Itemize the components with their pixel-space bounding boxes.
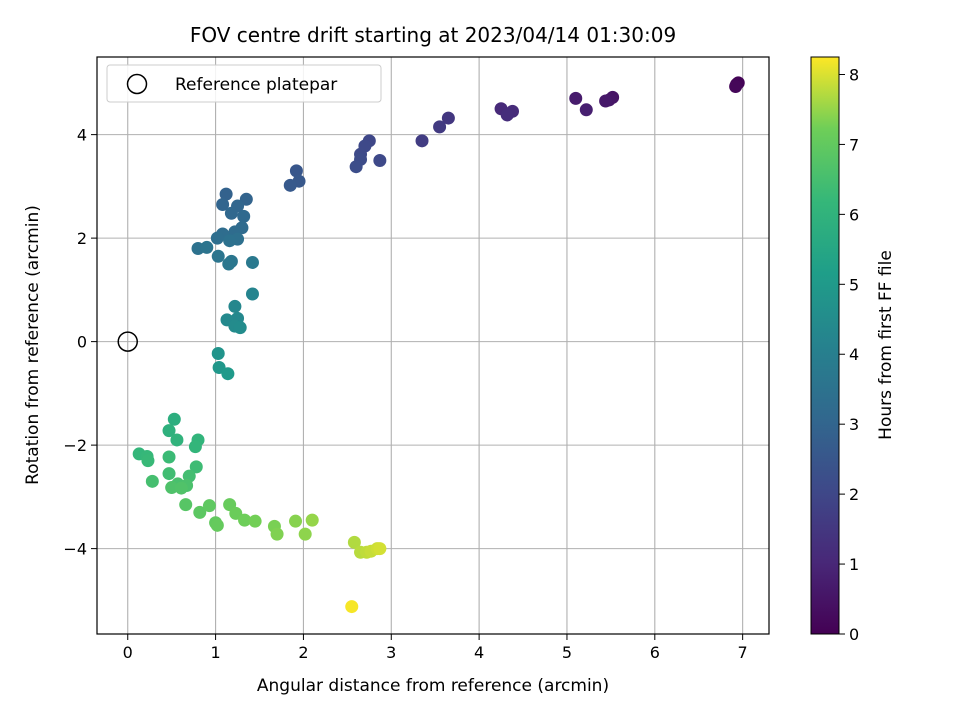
data-point — [415, 134, 429, 148]
data-point — [229, 506, 243, 520]
colorbar-tick-label: 4 — [849, 345, 859, 364]
colorbar-tick-label: 1 — [849, 555, 859, 574]
data-point — [248, 514, 262, 528]
y-tick-label: 4 — [77, 126, 87, 145]
colorbar-tick-label: 3 — [849, 415, 859, 434]
data-point — [216, 197, 230, 211]
colorbar-ticks: 0 1 2 3 4 5 6 7 8 — [839, 65, 859, 644]
x-tick-label: 4 — [474, 643, 484, 662]
data-point — [579, 103, 593, 117]
data-point — [219, 187, 233, 201]
colorbar-tick-label: 2 — [849, 485, 859, 504]
colorbar-tick-label: 6 — [849, 205, 859, 224]
y-tick-label: 0 — [77, 333, 87, 352]
data-point — [165, 481, 179, 495]
data-point — [223, 234, 237, 248]
data-point — [289, 514, 303, 528]
data-point — [211, 347, 225, 361]
data-point — [238, 513, 252, 527]
x-tick-label: 0 — [123, 643, 133, 662]
y-axis-label: Rotation from reference (arcmin) — [23, 205, 43, 485]
colorbar-tick-label: 7 — [849, 135, 859, 154]
x-axis-label: Angular distance from reference (arcmin) — [257, 676, 609, 696]
data-point — [222, 257, 236, 271]
data-point — [289, 164, 303, 178]
data-point — [170, 433, 184, 447]
colorbar-tick-label: 5 — [849, 275, 859, 294]
data-point — [349, 160, 363, 174]
y-tick-label: −2 — [63, 436, 87, 455]
data-point — [224, 206, 238, 220]
colorbar-tick-label: 8 — [849, 65, 859, 84]
data-point — [221, 367, 235, 381]
data-points — [117, 76, 745, 614]
data-point — [202, 499, 216, 513]
colorbar: 0 1 2 3 4 5 6 7 8 Hours from first FF file — [810, 56, 896, 644]
reference-platepar-marker — [117, 331, 138, 352]
data-point — [179, 498, 193, 512]
data-point — [298, 527, 312, 541]
data-point — [174, 481, 188, 495]
chart-title: FOV centre drift starting at 2023/04/14 … — [190, 23, 676, 47]
legend-label: Reference platepar — [175, 75, 337, 95]
data-point — [162, 424, 176, 438]
data-point — [305, 513, 319, 527]
data-point — [270, 527, 284, 541]
data-point — [141, 454, 155, 468]
data-point — [237, 209, 251, 223]
y-tick-label: −4 — [63, 540, 87, 559]
data-point — [729, 79, 743, 93]
data-point — [433, 120, 447, 134]
data-point — [189, 460, 203, 474]
colorbar-gradient — [810, 56, 840, 635]
plot-frame — [96, 56, 770, 635]
x-tick-label: 5 — [562, 643, 572, 662]
data-point — [233, 321, 247, 335]
data-point — [441, 111, 455, 125]
data-point — [200, 240, 214, 254]
y-tick-label: 2 — [77, 229, 87, 248]
colorbar-tick-label: 0 — [849, 625, 859, 644]
data-point — [283, 178, 297, 192]
data-point — [211, 249, 225, 263]
data-point — [373, 153, 387, 167]
data-point — [373, 542, 387, 556]
legend: Reference platepar — [106, 64, 382, 103]
data-point — [228, 299, 242, 313]
data-point — [569, 91, 583, 105]
axis-ticks: 0 1 2 3 4 5 6 7 −4 −2 0 2 4 — [63, 126, 747, 662]
data-point — [188, 440, 202, 454]
data-point — [245, 287, 259, 301]
data-point — [599, 94, 613, 108]
data-point — [145, 474, 159, 488]
colorbar-label: Hours from first FF file — [876, 250, 896, 440]
data-point — [162, 450, 176, 464]
x-tick-label: 6 — [650, 643, 660, 662]
data-point — [210, 231, 224, 245]
data-point — [347, 535, 361, 549]
legend-box — [106, 64, 382, 103]
data-point — [162, 467, 176, 481]
data-point — [245, 255, 259, 269]
grid — [97, 57, 769, 634]
x-tick-label: 1 — [210, 643, 220, 662]
data-point — [193, 505, 207, 519]
x-tick-label: 2 — [298, 643, 308, 662]
data-point — [167, 412, 181, 426]
data-point — [500, 108, 514, 122]
data-point — [239, 192, 253, 206]
legend-marker-open-circle — [126, 73, 148, 95]
x-tick-label: 3 — [386, 643, 396, 662]
data-point — [210, 518, 224, 532]
x-tick-label: 7 — [738, 643, 748, 662]
data-point — [345, 600, 359, 614]
